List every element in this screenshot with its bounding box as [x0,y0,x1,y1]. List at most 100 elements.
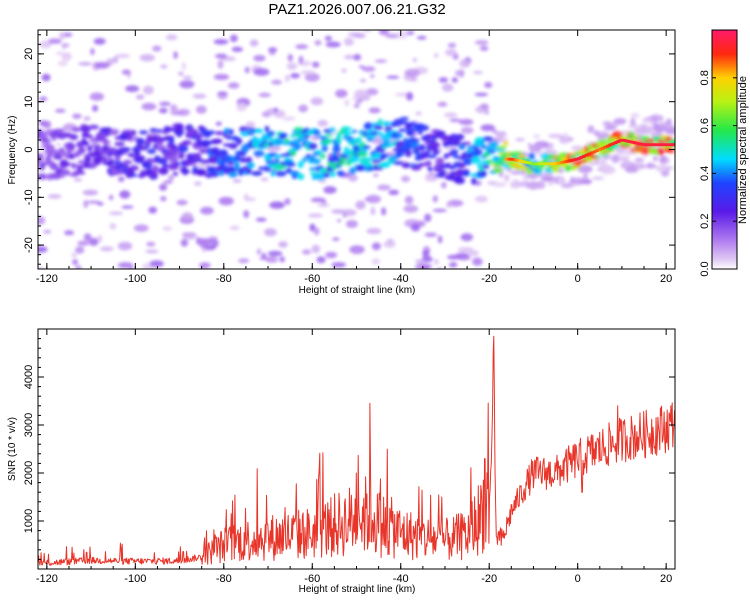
spectrogram-speckle [344,99,350,107]
spectrogram-speckle [577,165,593,174]
spectrogram-speckle [472,257,483,266]
spectrogram-speckle [298,55,304,64]
spectrogram-speckle [474,92,489,97]
spectrogram-speckle [474,195,488,203]
spectrogram-ridge-cell [489,140,499,149]
x-tick-label: -60 [304,573,320,585]
spectrogram-speckle [309,223,316,232]
spectrogram-speckle [159,101,171,106]
spectrogram-ridge-cell [460,141,472,146]
spectrogram-ridge-cell [251,171,263,176]
spectrogram-speckle [231,46,243,52]
spectrogram-speckle [416,35,427,40]
spectrogram-speckle [625,166,639,173]
spectrogram-speckle [360,78,366,83]
spectrogram-ridge-cell [199,148,208,154]
spectrogram-speckle [313,227,320,236]
spectrogram-speckle [558,177,564,185]
spectrogram-speckle [43,229,52,234]
spectrogram-speckle [438,77,449,83]
spectrogram-speckle [337,219,341,223]
spectrogram-ridge-cell [302,134,311,139]
spectrogram-ridge-cell [120,147,131,152]
spectrogram-speckle [268,52,276,56]
spectrogram-ridge-cell [77,146,86,154]
spectrogram-speckle [295,44,309,50]
spectrogram-ridge-cell [132,165,139,171]
spectrogram-ridge-cell [130,130,137,135]
spectrogram-ridge-cell [84,156,92,163]
spectrogram-speckle [41,73,51,82]
spectrogram-ridge-cell [40,139,52,143]
spectrogram-ridge-cell [393,118,404,127]
spectrogram-speckle [353,103,360,109]
spectrogram-speckle [148,206,157,214]
spectrogram-core [671,143,675,147]
spectrogram-speckle [324,35,333,42]
spectrogram-ridge-cell [258,166,264,171]
y-tick-label: 10 [23,96,35,108]
x-tick-label: -100 [124,573,146,585]
spectrogram-ridge-cell [77,160,87,164]
spectrogram-speckle [109,223,117,230]
x-tick-label: -20 [481,573,497,585]
spectrogram-speckle [268,47,278,53]
spectrogram-speckle [39,96,48,102]
spectrogram-ridge-cell [366,157,374,161]
spectrogram-ridge-cell [355,165,366,172]
spectrogram-ridge-cell [285,162,297,167]
spectrogram-speckle [168,174,175,181]
spectrogram-speckle [655,164,668,173]
x-tick-label: -40 [393,273,409,285]
spectrogram-ridge-cell [440,170,448,174]
snr-y-ticks: 1000 2000 3000 4000 [23,365,675,533]
spectrogram-ridge-cell [408,138,420,143]
spectrogram-speckle [630,112,640,119]
spectrogram-speckle [217,60,224,69]
spectrogram-speckle [230,34,238,43]
spectrogram-ridge-cell [406,127,415,136]
spectrogram-ridge-cell [289,133,296,138]
spectrogram-speckle [604,125,617,131]
spectrogram-speckle [374,59,388,63]
spectrogram-ridge-cell [253,150,265,157]
spectrogram-ridge-cell [393,161,404,165]
spectrogram-ridge-cell [86,134,94,139]
spectrogram-ridge-cell [215,131,224,136]
spectrogram-speckle [331,262,347,268]
spectrogram-ridge-cell [383,121,390,127]
spectrogram-ridge-cell [482,164,490,169]
spectrogram-speckle [368,107,381,114]
spectrogram-speckle [441,181,447,189]
spectrogram-speckle [244,66,250,74]
snr-y-label: SNR (10 * v/v) [7,417,18,481]
spectrogram-ridge-cell [275,170,287,177]
spectrogram-speckle [39,40,52,49]
spectrogram-speckle [176,199,188,206]
spectrogram-ridge-cell [323,138,334,143]
spectrogram-ridge-cell [410,164,422,171]
spectrogram-speckle [82,189,99,196]
spectrogram-speckle [403,205,419,213]
spectrogram-speckle [178,71,184,76]
spectrogram-ridge-cell [202,140,212,146]
spectrogram-speckle [269,201,285,209]
spectrogram-ridge-cell [225,135,233,140]
spectrogram-ridge-cell [211,171,219,178]
spectrogram-ridge-cell [159,157,168,165]
x-tick-label: -20 [481,273,497,285]
spectrogram-speckle [517,181,530,187]
spectrogram-speckle [362,30,372,33]
spectrogram-ridge-cell [436,157,445,166]
spectrogram-speckle [484,81,493,89]
spectrogram-ridge-cell [399,116,409,121]
spectrogram-speckle [494,131,507,137]
spectrogram-speckle [628,124,641,129]
spectrogram-ridge-cell [512,151,524,155]
spectrogram-ridge-cell [470,156,481,165]
spectrogram-ridge-cell [458,162,466,169]
spectrogram-ridge-cell [432,141,441,149]
spectrogram-ridge-cell [598,139,608,145]
spectrogram-ridge-cell [297,160,304,169]
spectrogram-speckle [284,74,290,82]
